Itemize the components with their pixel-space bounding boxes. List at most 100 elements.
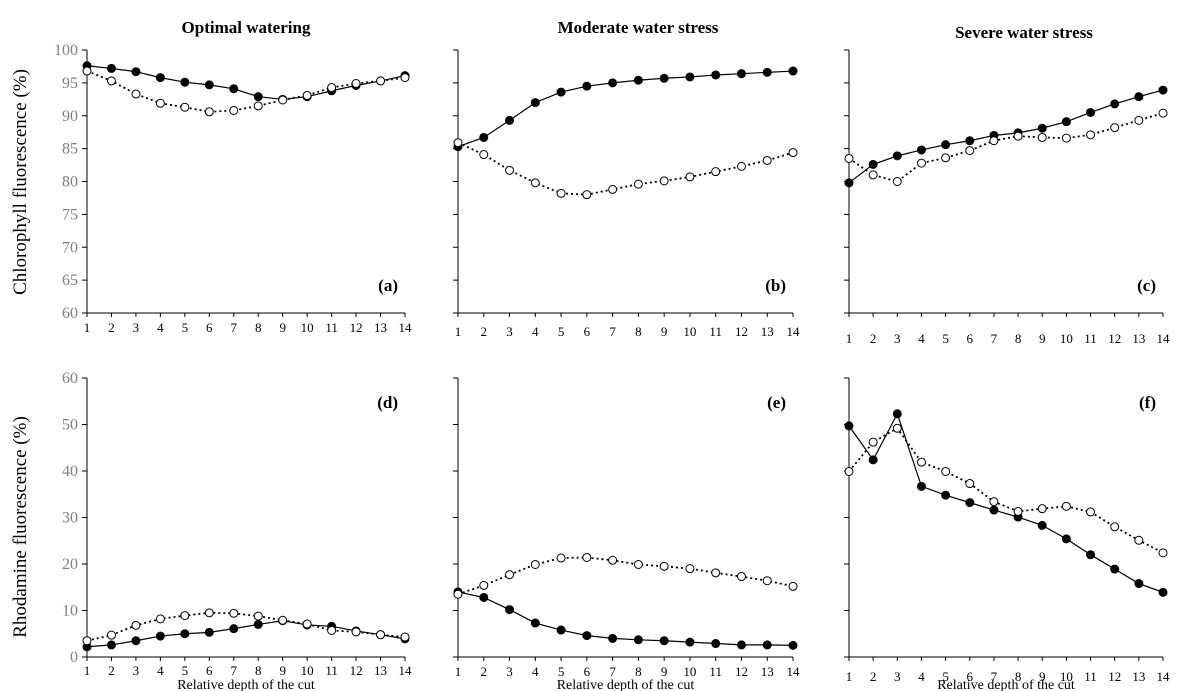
- x-tick-label: 3: [506, 324, 513, 339]
- x-tick-label: 10: [683, 324, 696, 339]
- x-tick-label: 3: [133, 320, 140, 335]
- data-point-filled: [1086, 550, 1096, 560]
- data-point-open: [1086, 507, 1096, 517]
- x-tick-label: 5: [942, 669, 949, 684]
- data-point-filled: [253, 92, 263, 102]
- x-tick-label: 2: [108, 663, 115, 678]
- data-point-open: [479, 150, 489, 160]
- x-tick-label: 9: [1039, 669, 1046, 684]
- data-point-open: [1037, 504, 1047, 514]
- data-point-filled: [131, 636, 141, 646]
- y-tick-label: 20: [62, 556, 78, 573]
- data-point-filled: [582, 631, 592, 641]
- data-point-open: [131, 620, 141, 630]
- data-point-open: [400, 73, 410, 83]
- data-point-filled: [685, 72, 695, 82]
- data-point-filled: [916, 481, 926, 491]
- x-tick-label: 2: [481, 324, 488, 339]
- x-tick-label: 4: [532, 664, 539, 679]
- x-tick-label: 1: [846, 669, 853, 684]
- y-tick-label: 90: [62, 108, 78, 125]
- column-title-severe: Severe water stress: [955, 23, 1093, 42]
- x-tick-label: 8: [635, 324, 642, 339]
- data-point-filled: [685, 637, 695, 647]
- x-tick-label: 4: [918, 669, 925, 684]
- data-point-open: [1134, 535, 1144, 545]
- x-tick-label: 12: [350, 663, 363, 678]
- series-line-filled: [457, 591, 794, 646]
- data-point-filled: [1110, 99, 1120, 109]
- x-axis-label: Relative depth of the cut: [177, 678, 315, 691]
- x-tick-label: 6: [967, 331, 974, 346]
- x-tick-label: 6: [584, 664, 591, 679]
- data-point-open: [736, 572, 746, 582]
- data-point-open: [530, 178, 540, 188]
- data-point-open: [1110, 123, 1120, 133]
- y-tick-label: 60: [62, 370, 78, 387]
- y-tick-label: 40: [62, 463, 78, 480]
- data-point-filled: [204, 627, 214, 637]
- data-point-open: [659, 176, 669, 186]
- data-point-filled: [844, 421, 854, 431]
- x-tick-label: 11: [709, 324, 722, 339]
- x-tick-label: 9: [661, 324, 668, 339]
- data-point-open: [711, 568, 721, 578]
- data-point-filled: [1110, 564, 1120, 574]
- data-point-open: [582, 190, 592, 200]
- data-point-filled: [711, 639, 721, 649]
- data-point-filled: [633, 635, 643, 645]
- x-tick-label: 3: [894, 669, 901, 684]
- panel-label: (c): [1137, 276, 1156, 295]
- panel-label: (a): [378, 276, 398, 295]
- data-point-open: [155, 614, 165, 624]
- series-line-open: [457, 141, 794, 196]
- data-point-open: [844, 153, 854, 163]
- data-point-open: [916, 457, 926, 467]
- data-point-open: [965, 479, 975, 489]
- data-point-open: [989, 497, 999, 507]
- data-point-open: [1013, 131, 1023, 141]
- y-tick-label: 100: [54, 42, 78, 59]
- y-tick-label: 0: [70, 649, 78, 666]
- data-point-open: [229, 105, 239, 115]
- data-point-filled: [1037, 520, 1047, 530]
- data-point-open: [400, 632, 410, 642]
- data-point-open: [180, 102, 190, 112]
- y-tick-label: 60: [62, 305, 78, 322]
- data-point-filled: [892, 409, 902, 419]
- x-tick-label: 2: [481, 664, 488, 679]
- data-point-open: [1061, 501, 1071, 511]
- data-point-filled: [608, 78, 618, 88]
- data-point-filled: [736, 69, 746, 79]
- data-point-open: [351, 79, 361, 89]
- y-tick-label: 30: [62, 510, 78, 527]
- data-point-open: [453, 138, 463, 148]
- y-tick-label: 10: [62, 603, 78, 620]
- data-point-filled: [989, 505, 999, 515]
- data-point-filled: [762, 640, 772, 650]
- x-tick-label: 10: [1060, 669, 1073, 684]
- data-point-filled: [180, 77, 190, 87]
- x-tick-label: 12: [1108, 331, 1121, 346]
- data-point-filled: [180, 629, 190, 639]
- data-point-open: [327, 625, 337, 635]
- data-point-open: [204, 107, 214, 117]
- data-point-open: [685, 564, 695, 574]
- x-tick-label: 8: [1015, 669, 1022, 684]
- x-tick-label: 7: [609, 324, 616, 339]
- y-tick-label: 50: [62, 417, 78, 434]
- x-tick-label: 8: [255, 663, 262, 678]
- x-tick-label: 5: [182, 663, 189, 678]
- y-tick-label: 95: [62, 75, 78, 92]
- data-point-open: [530, 559, 540, 569]
- panel-label: (b): [765, 276, 786, 295]
- data-point-open: [965, 146, 975, 156]
- data-point-filled: [582, 81, 592, 91]
- x-tick-label: 3: [506, 664, 513, 679]
- data-point-open: [131, 89, 141, 99]
- series-line-filled: [848, 412, 1164, 593]
- data-point-filled: [1158, 85, 1168, 95]
- x-tick-label: 9: [1039, 331, 1046, 346]
